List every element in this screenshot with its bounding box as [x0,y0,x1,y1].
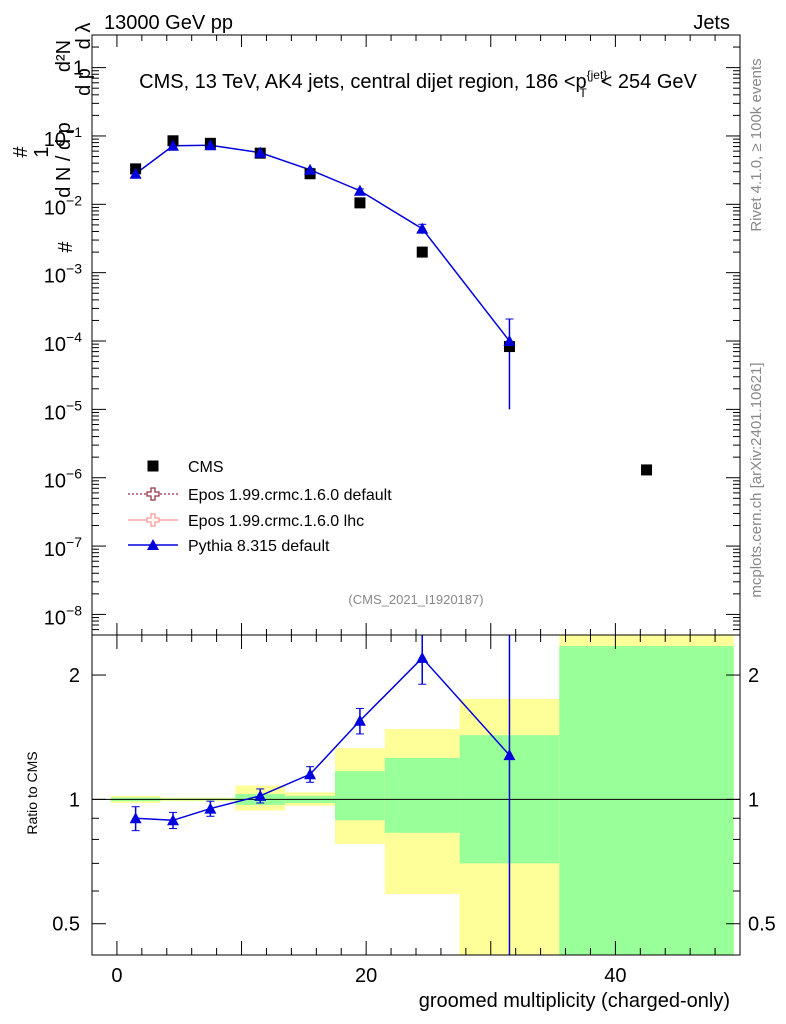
pythia-data-point [503,335,516,347]
ratio-y-tick-label-left: 2 [69,665,80,687]
ratio-y-tick-label-left: 0.5 [52,914,80,936]
ratio-pythia-point [304,768,317,780]
ratio-stat-band [384,757,460,833]
ratio-plot-data [92,635,740,955]
main-y-axis: 1 10−1 10−2 10−3 10−4 10−5 10−6 10−7 10−8 [44,34,741,636]
cms-data-point [503,341,515,353]
ratio-pythia-line [135,656,511,822]
ylabel-denominator: d N / d p [53,122,75,198]
legend-marker-epos [146,487,160,501]
main-y-tick-label: 10−6 [44,466,82,493]
ratio-y-axis-label: Ratio to CMS [24,751,40,834]
pythia-data-point [353,184,366,196]
cms-data-point [641,464,653,476]
header: 13000 GeV pp Jets [104,12,730,34]
ylabel-num-dp: d p [73,68,95,96]
pythia-data-point [416,222,429,234]
ratio-y-tick-label-right: 0.5 [748,914,776,936]
pythia-data-point [304,163,317,175]
mcplots-label: mcplots.cern.ch [arXiv:2401.10621] [748,362,765,597]
side-labels: Rivet 4.1.0, ≥ 100k events mcplots.cern.… [748,58,765,597]
ratio-pythia-point [416,651,429,663]
legend: CMS Epos 1.99.crmc.1.6.0 default Epos 1.99… [128,459,392,555]
rivet-version-label: Rivet 4.1.0, ≥ 100k events [748,58,765,231]
main-plot-data [129,135,653,476]
legend-label: Epos 1.99.crmc.1.6.0 lhc [188,513,364,530]
main-y-axis-label: # 1 # d N / d p d²N d p d λ [10,23,95,253]
main-y-tick-label: 10−3 [44,261,82,288]
main-y-tick-label: 10−8 [44,602,82,629]
legend-marker-pythia [147,539,159,550]
pythia-data-point [129,167,142,179]
pythia-data-point [254,146,267,158]
ratio-y-tick-label-right: 2 [748,665,759,687]
cms-data-point [354,197,366,209]
ratio-pythia-point [254,789,267,801]
ratio-stat-band [559,646,734,955]
ratio-plot-panel: 0 20 40 0.5 0.5 1 1 2 2 groomed multiplicity (ch… [24,634,776,1012]
main-y-tick-label: 10−2 [44,192,82,219]
main-plot-title: CMS, 13 TeV, AK4 jets, central dijet reg… [139,68,697,100]
x-tick-label: 20 [355,965,377,987]
pythia-data-point [204,139,217,151]
ylabel-num-dlambda: d λ [73,23,95,50]
legend-label: Epos 1.99.crmc.1.6.0 default [188,487,392,504]
main-plot-panel: 1 10−1 10−2 10−3 10−4 10−5 10−6 10−7 10−8 CMS, 1… [44,34,741,636]
ratio-pythia-point [204,802,217,814]
main-y-tick-label: 10−5 [44,397,82,424]
pythia-line [135,144,511,342]
ratio-pythia-point [129,812,142,824]
ratio-pythia-point [503,749,516,761]
main-y-tick-label: 10−4 [44,329,82,356]
x-tick-label: 0 [111,965,122,987]
legend-label: Pythia 8.315 default [188,538,330,555]
ratio-y-tick-label-right: 1 [748,789,759,811]
ratio-axes: 0 20 40 0.5 0.5 1 1 2 2 [52,635,776,987]
ratio-pythia-point [353,714,366,726]
main-y-tick-label: 1 [73,58,84,80]
header-collision-label: 13000 GeV pp [104,12,233,34]
pythia-data-point [167,139,179,151]
legend-label: CMS [188,459,224,476]
x-tick-label: 40 [604,965,626,987]
ratio-y-tick-label-left: 1 [69,789,80,811]
ylabel-hash-numerator: # [10,146,32,158]
x-axis-label: groomed multiplicity (charged-only) [419,990,730,1012]
ylabel-hash-left: # [55,241,77,253]
header-category-label: Jets [693,12,730,34]
ratio-stat-band [335,771,385,821]
ylabel-numerator: d²N [53,40,75,72]
analysis-id-annotation: (CMS_2021_I1920187) [348,592,483,607]
main-y-tick-label: 10−7 [44,534,82,561]
ylabel-one: 1 [31,146,53,157]
cms-data-point [416,246,428,258]
legend-marker-epos [146,513,160,527]
legend-marker-cms [147,460,159,472]
main-y-tick-label: 10−1 [44,124,82,151]
ratio-pythia-point [167,814,179,826]
